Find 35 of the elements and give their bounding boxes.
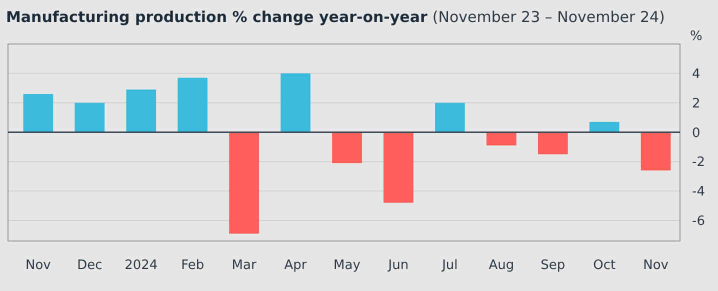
- bar: [640, 132, 671, 170]
- y-axis-title: %: [690, 29, 702, 44]
- x-tick-label: Sep: [540, 258, 566, 273]
- y-tick-label: -4: [692, 184, 705, 200]
- x-tick-label: Oct: [593, 258, 616, 273]
- bar: [23, 94, 54, 132]
- bar: [384, 132, 414, 203]
- bar: [178, 78, 208, 132]
- x-tick-label: Dec: [77, 258, 102, 273]
- x-tick-label: Jun: [387, 258, 409, 273]
- x-tick-label: Mar: [232, 258, 257, 273]
- x-tick-label: May: [334, 258, 361, 273]
- bar: [332, 132, 362, 164]
- y-tick-label: -2: [692, 155, 705, 170]
- bar: [538, 132, 568, 154]
- x-tick-label: Feb: [181, 258, 204, 273]
- y-tick-label: 0: [692, 126, 700, 141]
- bar: [229, 132, 259, 234]
- x-tick-label: Nov: [643, 258, 669, 273]
- y-tick-label: 2: [692, 96, 700, 112]
- bar: [74, 102, 105, 132]
- chart-subtitle: (November 23 – November 24): [432, 8, 665, 26]
- y-tick-label: 4: [692, 66, 700, 82]
- bar: [435, 102, 465, 132]
- bar: [126, 90, 156, 132]
- bar: [280, 73, 310, 132]
- bar: [589, 122, 620, 132]
- x-tick-label: Aug: [488, 258, 514, 273]
- x-tick-label: 2024: [124, 258, 158, 273]
- x-tick-label: Nov: [26, 258, 52, 273]
- bar: [486, 132, 516, 146]
- x-tick-label: Apr: [284, 258, 308, 273]
- chart-title: Manufacturing production % change year-on-year: [6, 8, 428, 26]
- y-tick-label: -6: [692, 214, 705, 229]
- x-tick-label: Jul: [441, 258, 458, 273]
